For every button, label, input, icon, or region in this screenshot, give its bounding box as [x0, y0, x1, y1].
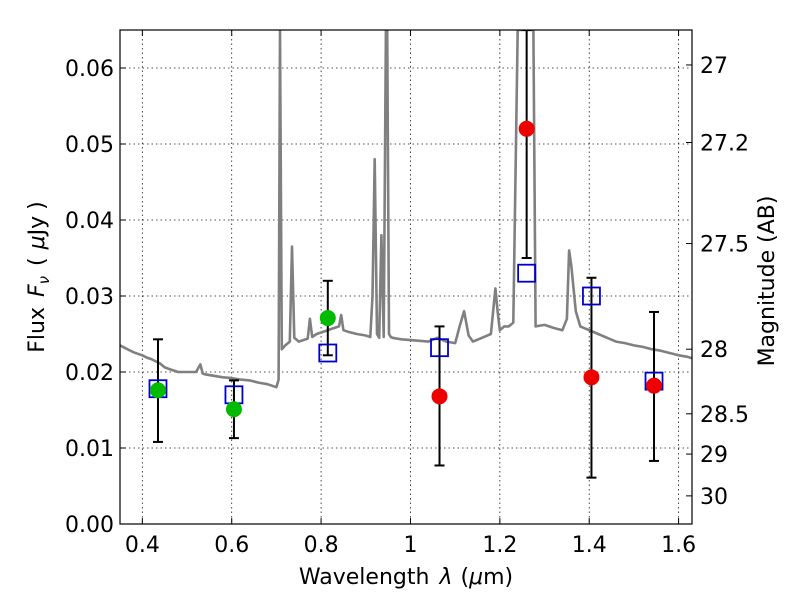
photometry-point: [583, 369, 600, 386]
x-ticks: 0.4 0.6 0.8 1 1.2 1.4 1.6: [125, 30, 696, 558]
photometry-point: [518, 120, 535, 137]
y-tick-label: 0.06: [65, 57, 114, 82]
y-tick-label: 0.05: [65, 133, 114, 158]
plot-area: [120, 30, 692, 389]
photometry-point: [431, 388, 448, 405]
x-tick-label: 0.4: [125, 533, 160, 558]
y-tick-label: 0.00: [65, 513, 114, 538]
y2-tick-label: 28: [700, 338, 728, 363]
photometry-point: [149, 382, 166, 399]
x-tick-label: 1.6: [661, 533, 696, 558]
model-photometry-square: [318, 343, 338, 363]
photometry-point: [319, 310, 336, 327]
x-tick-label: 1: [403, 533, 417, 558]
y-tick-label: 0.02: [65, 361, 114, 386]
y2-tick-label: 28.5: [700, 403, 749, 428]
x-tick-label: 1.2: [482, 533, 517, 558]
y2-axis-label: Magnitude (AB): [755, 196, 780, 367]
model-photometry-square: [430, 338, 449, 358]
y-tick-label: 0.01: [65, 437, 114, 462]
y2-tick-label: 29: [700, 443, 728, 468]
y2-ticks: 27 27.2 27.5 28 28.5 29 30: [686, 54, 749, 510]
model-photometry-square: [582, 286, 601, 306]
x-tick-label: 0.8: [304, 533, 339, 558]
x-tick-label: 1.4: [572, 533, 607, 558]
photometry-point: [225, 401, 242, 418]
grid: [120, 30, 692, 524]
model-photometry-square: [517, 263, 537, 283]
x-tick-label: 0.6: [214, 533, 249, 558]
y-ticks: 0.00 0.01 0.02 0.03 0.04 0.05 0.06: [65, 57, 126, 538]
plot-frame: [119, 29, 693, 525]
y2-tick-label: 27.2: [700, 131, 749, 156]
y2-tick-label: 27.5: [700, 233, 749, 258]
markers: [148, 120, 664, 418]
y-tick-label: 0.03: [65, 285, 114, 310]
y2-tick-label: 27: [700, 54, 728, 79]
x-axis-label: Wavelength λ (μm): [299, 565, 513, 590]
photometry-point: [646, 377, 663, 394]
y-tick-label: 0.04: [65, 209, 114, 234]
spectrum-line: [120, 30, 692, 389]
y2-tick-label: 30: [700, 485, 728, 510]
y-axis-label: FluxFν(μJy): [25, 201, 53, 352]
